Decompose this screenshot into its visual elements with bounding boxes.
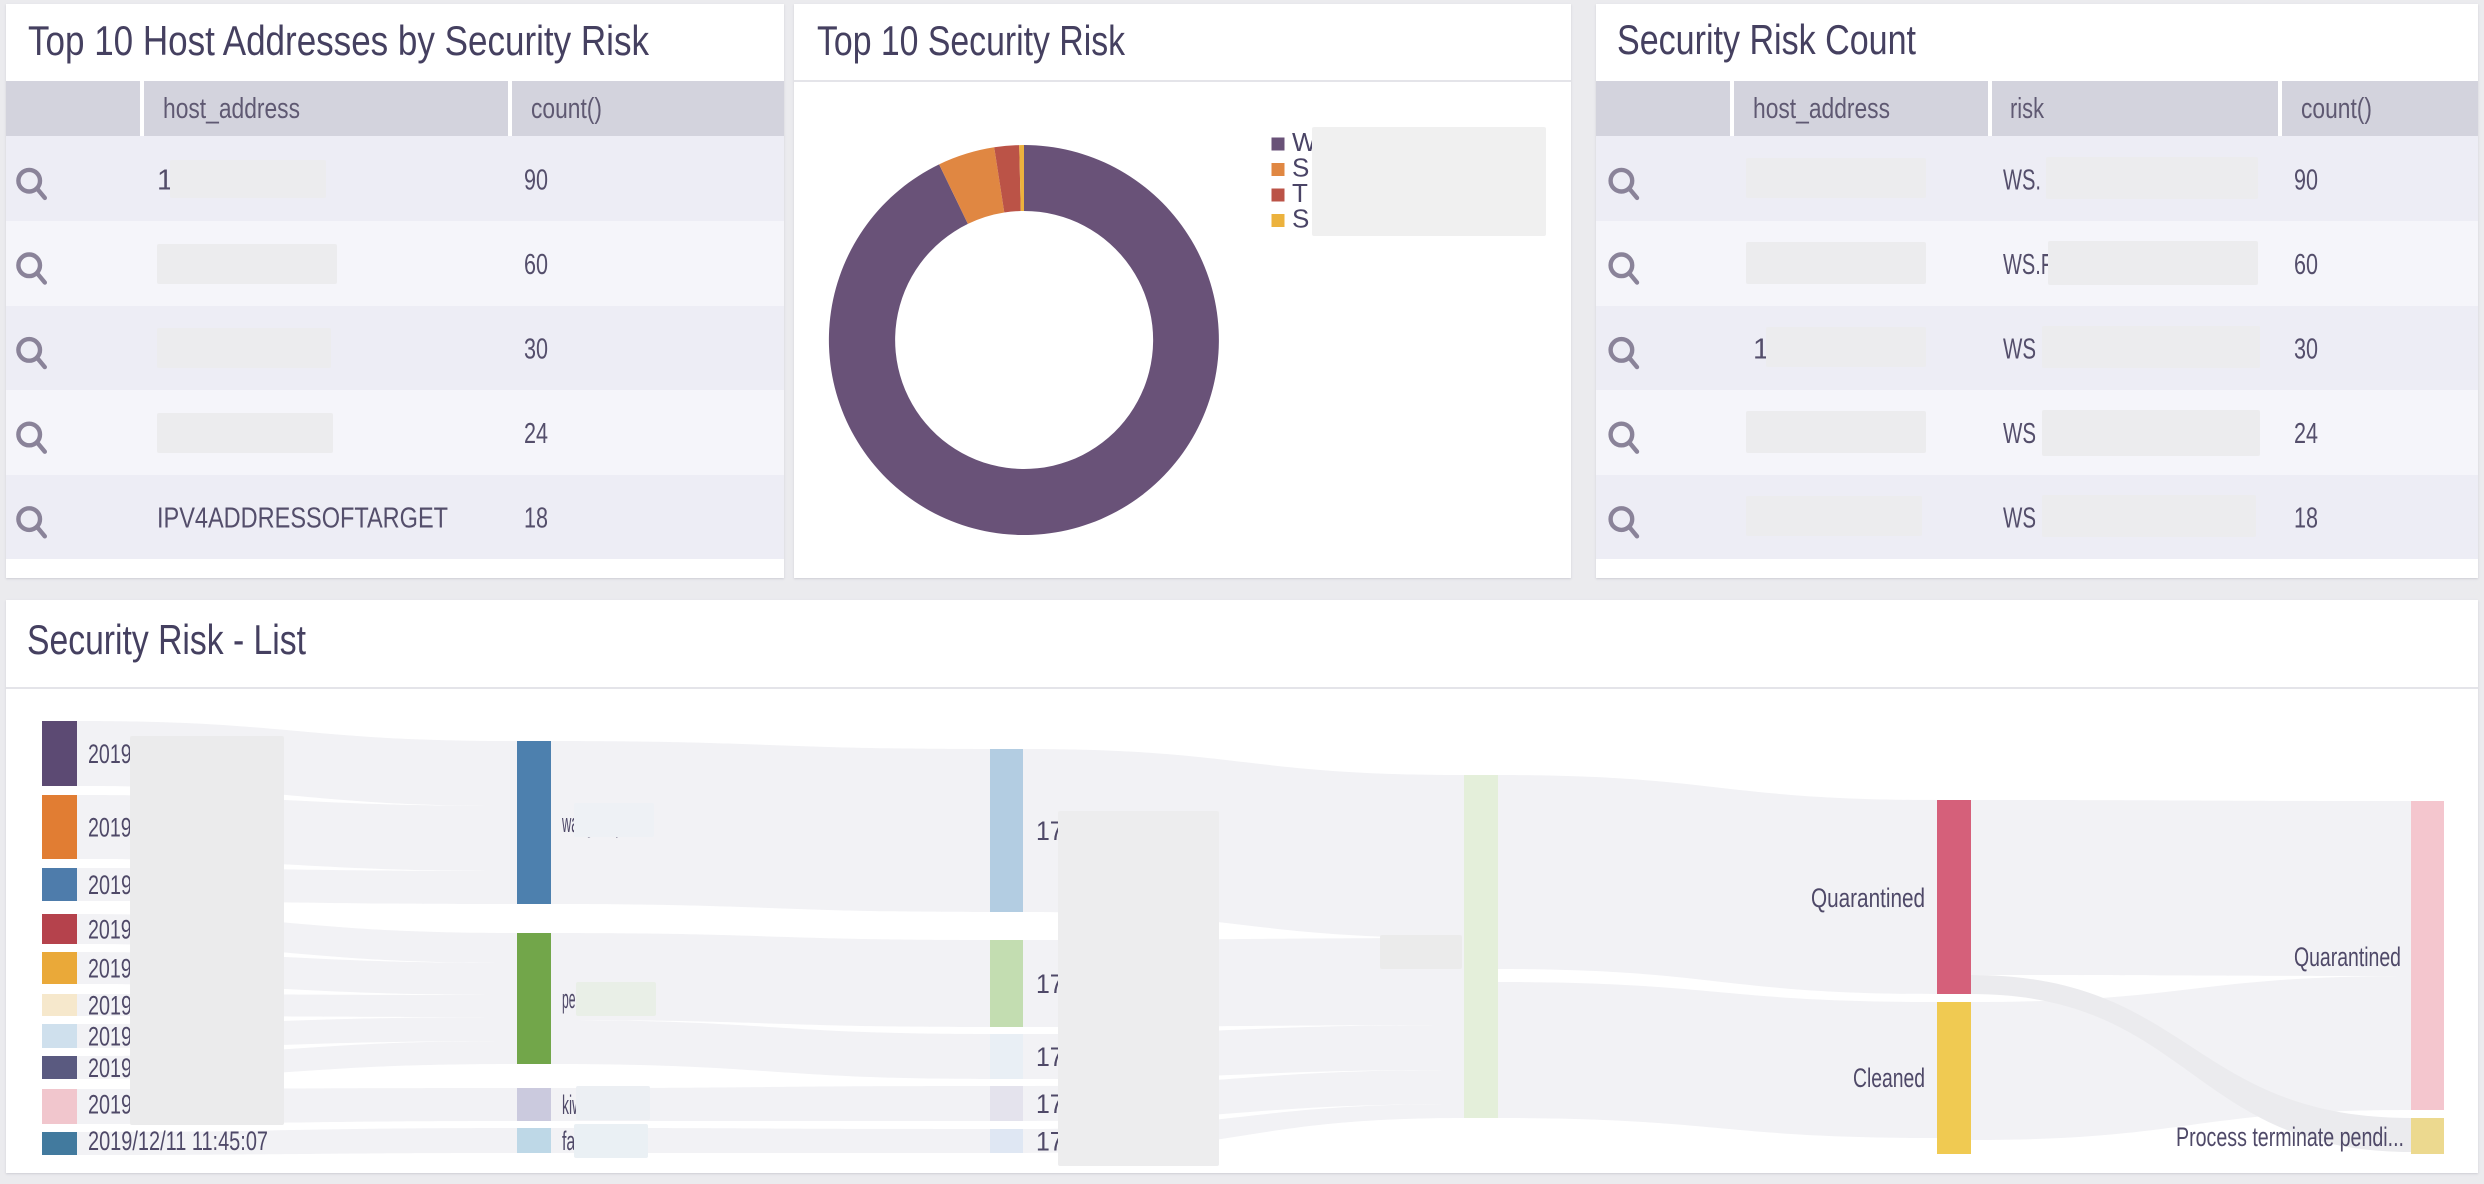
svg-text:Cleaned: Cleaned	[1853, 1063, 1925, 1093]
svg-text:WS: WS	[2003, 418, 2036, 450]
svg-text:30: 30	[524, 333, 548, 365]
svg-text:2019/12/11 11:45:07: 2019/12/11 11:45:07	[88, 1126, 268, 1156]
svg-text:count(): count()	[2301, 93, 2372, 125]
svg-text:Security Risk - List: Security Risk - List	[27, 616, 306, 663]
svg-text:1: 1	[1753, 333, 1769, 365]
svg-text:Quarantined: Quarantined	[2294, 942, 2401, 972]
svg-text:1: 1	[157, 165, 173, 197]
svg-text:IPV4ADDRESSOFTARGET: IPV4ADDRESSOFTARGET	[157, 502, 448, 534]
svg-text:60: 60	[2294, 249, 2318, 281]
svg-text:host_address: host_address	[1753, 93, 1890, 125]
svg-text:Top 10 Security Risk: Top 10 Security Risk	[817, 17, 1126, 64]
svg-text:T: T	[1292, 178, 1308, 208]
svg-text:Top 10 Host Addresses by Secur: Top 10 Host Addresses by Security Risk	[28, 17, 650, 64]
svg-text:90: 90	[524, 165, 548, 197]
svg-text:Security Risk Count: Security Risk Count	[1617, 16, 1916, 63]
svg-text:count(): count()	[531, 93, 602, 125]
svg-text:S: S	[1292, 153, 1309, 183]
svg-text:24: 24	[2294, 418, 2318, 450]
svg-text:risk: risk	[2010, 93, 2044, 125]
svg-text:30: 30	[2294, 333, 2318, 365]
svg-text:18: 18	[524, 502, 548, 534]
svg-text:WS: WS	[2003, 502, 2036, 534]
svg-text:24: 24	[524, 418, 548, 450]
svg-text:WS.: WS.	[2003, 165, 2041, 197]
svg-text:host_address: host_address	[163, 93, 300, 125]
svg-text:S: S	[1292, 204, 1309, 234]
svg-text:90: 90	[2294, 165, 2318, 197]
svg-text:WS.F: WS.F	[2003, 249, 2053, 281]
svg-text:18: 18	[2294, 502, 2318, 534]
svg-text:60: 60	[524, 249, 548, 281]
svg-text:WS: WS	[2003, 333, 2036, 365]
svg-text:Process terminate pendi...: Process terminate pendi...	[2176, 1122, 2404, 1152]
svg-text:Quarantined: Quarantined	[1811, 883, 1925, 913]
